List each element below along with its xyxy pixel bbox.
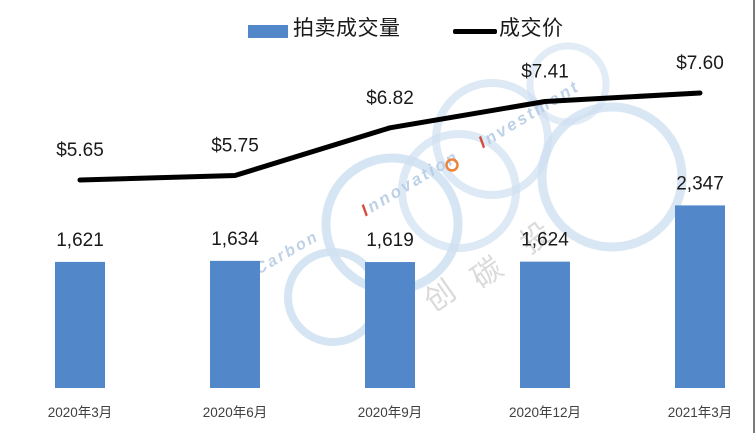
bar-value-label: 2,347 (676, 173, 724, 194)
watermark-ring (526, 42, 610, 126)
bar-series (55, 205, 725, 388)
x-axis-label: 2020年9月 (358, 405, 423, 420)
price-legend-line-swatch (453, 29, 497, 34)
bar (210, 260, 260, 388)
price-legend-label: 成交价 (499, 17, 564, 40)
bar-value-label: 1,624 (521, 230, 569, 251)
watermark: SinoCarbonInnovationInvestment中创碳投 (213, 42, 687, 346)
bar (520, 261, 570, 388)
bar-value-label: 1,634 (211, 229, 259, 250)
price-line (77, 90, 703, 183)
watermark-cn-char: 碳 (466, 251, 510, 295)
x-axis-labels: 2020年3月 2020年6月 2020年9月 2020年12月 2021年3月 (48, 405, 733, 420)
bar-value-label: 1,621 (56, 230, 104, 251)
price-point-label: $5.75 (211, 136, 259, 157)
volume-legend-swatch (248, 25, 288, 38)
bar (55, 261, 105, 388)
price-point-label: $5.65 (56, 140, 104, 161)
bar-value-labels: 1,621 1,634 1,619 1,624 2,347 (56, 173, 724, 251)
price-line-series (77, 90, 703, 183)
screen-edge-line (753, 0, 755, 433)
price-point-label: $6.82 (366, 88, 414, 109)
volume-legend-label: 拍卖成交量 (293, 17, 401, 40)
price-point-label: $7.41 (521, 62, 569, 83)
bar (675, 205, 725, 388)
watermark-ring (284, 248, 382, 346)
x-axis-label: 2020年12月 (509, 405, 581, 420)
watermark-ring (537, 102, 687, 252)
bar-value-label: 1,619 (366, 230, 414, 251)
x-axis-label: 2021年3月 (668, 405, 733, 420)
x-axis-label: 2020年3月 (48, 405, 113, 420)
price-point-labels: $5.65 $5.75 $6.82 $7.41 $7.60 (56, 53, 724, 161)
screen-edge-line (753, 0, 755, 433)
x-axis-label: 2020年6月 (203, 405, 268, 420)
price-point-label: $7.60 (676, 53, 724, 74)
watermark-separator-ring (445, 158, 459, 172)
bar (365, 262, 415, 388)
